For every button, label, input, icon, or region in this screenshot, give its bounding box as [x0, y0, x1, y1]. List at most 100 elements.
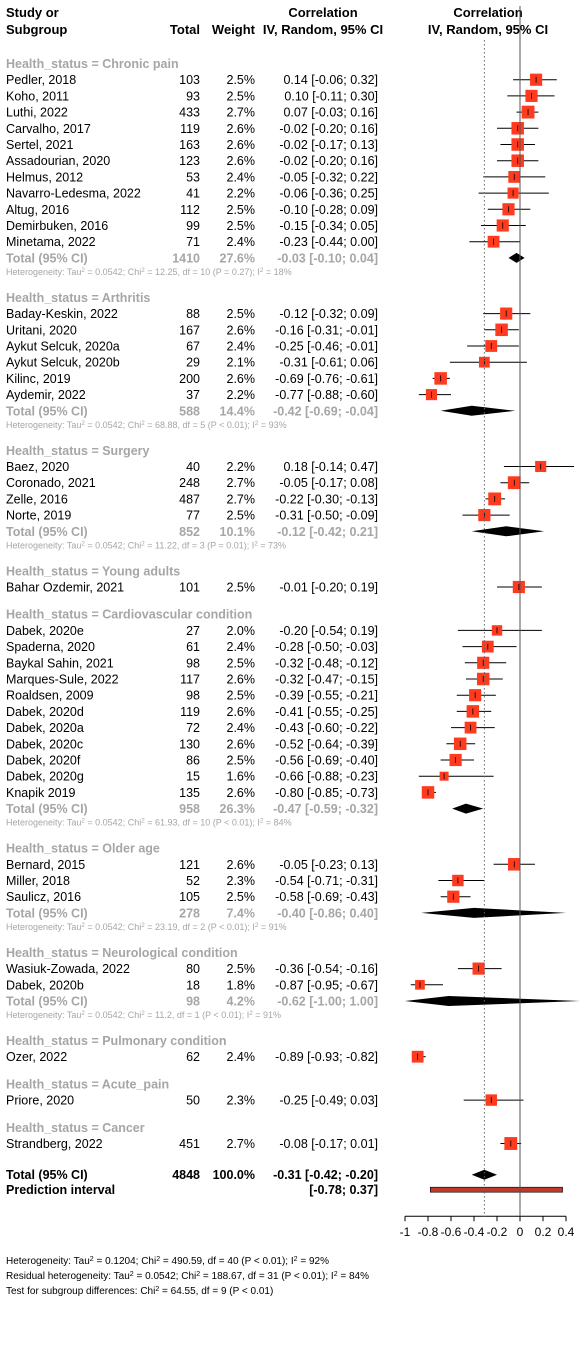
study-weight: 2.6% [227, 737, 256, 751]
superscript-2: 2 [141, 266, 145, 273]
study-total: 41 [186, 187, 200, 201]
subgroup-diamond [452, 803, 484, 814]
overall-weight: 100.0% [213, 1168, 255, 1182]
study-total: 15 [186, 770, 200, 784]
het-end: = 18% [263, 267, 291, 277]
study-ci-text: -0.32 [-0.47; -0.15] [275, 673, 378, 687]
study-weight: 2.6% [227, 673, 256, 687]
study-weight: 2.5% [227, 509, 256, 523]
study-ci-text: -0.80 [-0.85; -0.73] [275, 786, 378, 800]
study-name: Dabek, 2020e [6, 624, 84, 638]
study-name: Helmus, 2012 [6, 170, 83, 184]
study-name: Altug, 2016 [6, 203, 69, 217]
superscript-2: 2 [196, 1271, 200, 1278]
het-mid: = 0.0542; Chi [85, 540, 141, 550]
study-name: Kilinc, 2019 [6, 372, 71, 386]
subgroup-total-ci-text: -0.40 [-0.86; 0.40] [277, 906, 378, 920]
study-weight: 2.2% [227, 388, 256, 402]
study-ci-text: 0.10 [-0.11; 0.30] [284, 89, 378, 103]
footer-heterogeneity-line: Heterogeneity: Tau2 = 0.1204; Chi2 = 490… [6, 1256, 329, 1268]
study-total: 50 [186, 1094, 200, 1108]
x-axis-tick-label: -0.2 [487, 1225, 508, 1239]
het-mid: = 64.55, df = 9 (P < 0.01) [159, 1286, 273, 1297]
subgroup-label: Health_status = Older age [6, 842, 160, 856]
study-total: 99 [186, 219, 200, 233]
het-prefix: Residual heterogeneity: Tau [6, 1271, 130, 1282]
study-weight: 2.7% [227, 1137, 256, 1151]
superscript-2: 2 [81, 817, 85, 824]
study-total: 72 [186, 721, 200, 735]
study-total: 71 [186, 235, 200, 249]
subgroup-total-label: Total (95% CI) [6, 995, 88, 1009]
study-total: 67 [186, 340, 200, 354]
superscript-2: 2 [255, 419, 259, 426]
study-name: Dabek, 2020a [6, 721, 84, 735]
study-weight: 2.5% [227, 73, 256, 87]
study-name: Saulicz, 2016 [6, 890, 81, 904]
study-name: Uritani, 2020 [6, 323, 77, 337]
study-total: 27 [186, 624, 200, 638]
study-total: 163 [179, 138, 200, 152]
het-prefix: Test for subgroup differences: Chi [6, 1286, 155, 1297]
study-ci-text: -0.05 [-0.23; 0.13] [279, 858, 378, 872]
subgroup-total-ci-text: -0.47 [-0.59; -0.32] [273, 802, 378, 816]
superscript-2: 2 [81, 921, 85, 928]
het-prefix: Heterogeneity: Tau [6, 540, 81, 550]
study-weight: 1.6% [227, 770, 256, 784]
het-rest: = 12.25, df = 10 (P = 0.27); I [145, 267, 260, 277]
x-axis-tick-label: 0.2 [535, 1225, 552, 1239]
overall-ci-text: -0.31 [-0.42; -0.20] [273, 1168, 378, 1182]
subgroup-total-label: Total (95% CI) [6, 404, 88, 418]
study-name: Coronado, 2021 [6, 476, 96, 490]
subgroup-heterogeneity: Heterogeneity: Tau2 = 0.0542; Chi2 = 11.… [6, 1010, 281, 1021]
subgroup-label: Health_status = Surgery [6, 444, 150, 458]
header-effect-line2: IV, Random, 95% CI [263, 22, 383, 37]
study-ci-text: -0.54 [-0.71; -0.31] [275, 874, 378, 888]
study-total: 101 [179, 581, 200, 595]
study-weight: 2.7% [227, 476, 256, 490]
study-ci-text: -0.52 [-0.64; -0.39] [275, 737, 378, 751]
subgroup-heterogeneity: Heterogeneity: Tau2 = 0.0542; Chi2 = 12.… [6, 266, 292, 277]
prediction-interval-ci-text: [-0.78; 0.37] [309, 1183, 378, 1197]
study-total: 80 [186, 962, 200, 976]
study-name: Demirbuken, 2016 [6, 219, 108, 233]
study-total: 86 [186, 754, 200, 768]
study-weight: 2.1% [227, 356, 256, 370]
study-weight: 2.7% [227, 492, 256, 506]
het-end: = 93% [258, 420, 286, 430]
subgroup-label: Health_status = Chronic pain [6, 57, 179, 71]
subgroup-diamond [471, 526, 545, 537]
het-rest: = 11.22, df = 3 (P = 0.01); I [145, 540, 255, 550]
subgroup-total-n: 98 [186, 995, 200, 1009]
subgroup-total-label: Total (95% CI) [6, 802, 88, 816]
study-weight: 2.4% [227, 170, 256, 184]
study-ci-text: 0.07 [-0.03; 0.16] [283, 106, 378, 120]
study-weight: 2.4% [227, 1050, 256, 1064]
subgroup-label: Health_status = Young adults [6, 564, 180, 578]
het-prefix: Heterogeneity: Tau [6, 420, 81, 430]
study-ci-text: -0.58 [-0.69; -0.43] [275, 890, 378, 904]
subgroup-label: Health_status = Acute_pain [6, 1077, 169, 1091]
overall-diamond [471, 1169, 497, 1180]
study-weight: 2.6% [227, 323, 256, 337]
study-name: Miller, 2018 [6, 874, 70, 888]
subgroup-label: Health_status = Neurological condition [6, 946, 238, 960]
het-end: = 73% [258, 540, 286, 550]
study-name: Assadourian, 2020 [6, 154, 110, 168]
x-axis-tick-label: -0.4 [464, 1225, 485, 1239]
study-ci-text: -0.02 [-0.17; 0.13] [279, 138, 378, 152]
het-rest: = 61.93, df = 10 (P < 0.01); I [145, 818, 260, 828]
study-weight: 2.5% [227, 581, 256, 595]
het-mid: = 0.0542; Chi [85, 818, 141, 828]
study-weight: 2.5% [227, 307, 256, 321]
study-ci-text: -0.02 [-0.20; 0.16] [279, 122, 378, 136]
header-weight: Weight [212, 22, 256, 37]
study-ci-text: -0.05 [-0.32; 0.22] [279, 170, 378, 184]
superscript-2: 2 [260, 817, 264, 824]
superscript-2: 2 [334, 1271, 338, 1278]
study-total: 117 [180, 673, 200, 687]
prediction-interval-label: Prediction interval [6, 1183, 115, 1197]
study-total: 98 [186, 656, 200, 670]
study-name: Dabek, 2020b [6, 978, 84, 992]
